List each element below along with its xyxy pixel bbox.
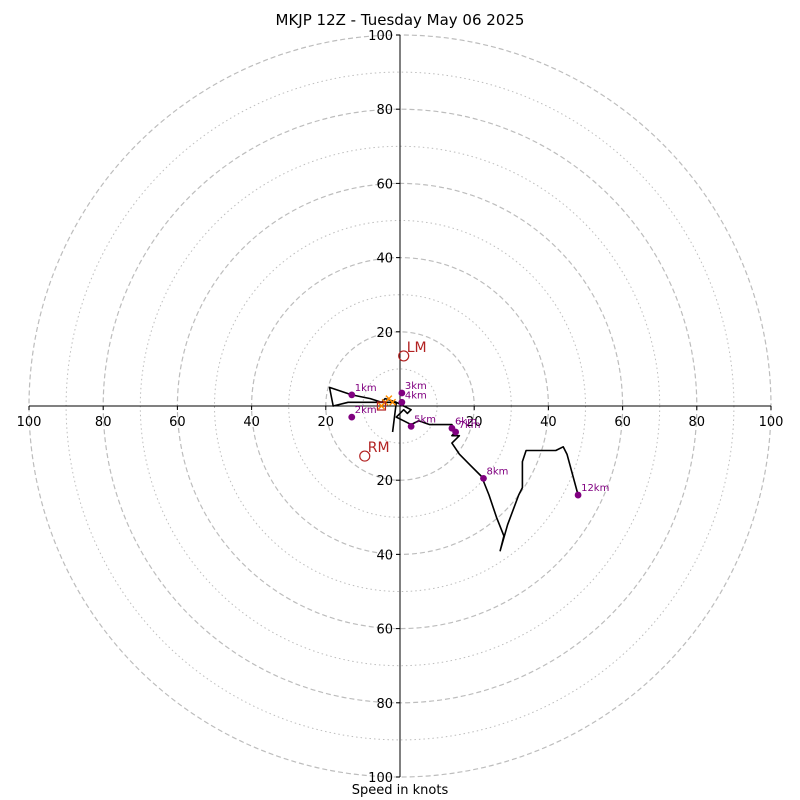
height-marker-point <box>407 423 415 430</box>
storm-motion-label: RM <box>368 440 390 456</box>
y-tick-label: 80 <box>376 697 393 712</box>
y-tick-label: 40 <box>376 548 393 563</box>
x-tick-label: 100 <box>17 415 42 430</box>
height-marker-point <box>480 474 487 482</box>
x-tick-label: 80 <box>95 415 112 430</box>
height-marker-label: 2km <box>355 405 377 416</box>
x-tick-label: 80 <box>689 415 706 430</box>
y-tick-label: 100 <box>368 29 393 44</box>
height-marker-label: 4km <box>405 390 427 401</box>
chart-title: MKJP 12Z - Tuesday May 06 2025 <box>275 11 525 29</box>
y-tick-label: 40 <box>376 252 393 267</box>
x-tick-label: 60 <box>614 415 631 430</box>
x-tick-label: 40 <box>243 415 260 430</box>
height-marker-point <box>452 428 460 436</box>
y-tick-label: 100 <box>368 771 393 786</box>
height-marker-label: 12km <box>581 483 609 494</box>
x-tick-label: 100 <box>759 415 784 430</box>
x-axis-label: Speed in knots <box>351 783 449 798</box>
x-tick-label: 60 <box>169 415 186 430</box>
height-marker-point <box>398 398 406 406</box>
y-tick-label: 20 <box>376 474 393 489</box>
storm-motion-markers: LM RM <box>359 340 427 462</box>
height-marker-label: 1km <box>355 383 377 394</box>
storm-motion-marker <box>398 350 410 362</box>
x-tick-label: 20 <box>466 415 483 430</box>
tick-labels: 100 100 80 80 60 60 40 40 20 20 20 20 40 40 60 60 80 80 10… <box>17 29 784 786</box>
height-marker-label: 6km <box>455 416 477 427</box>
height-marker-point <box>348 413 356 421</box>
y-tick-label: 60 <box>376 177 393 192</box>
mean-wind-box-marker <box>376 401 387 411</box>
height-marker-point <box>348 391 356 399</box>
y-tick-label: 60 <box>376 623 393 638</box>
y-tick-label: 80 <box>376 103 393 118</box>
height-marker-label: 8km <box>486 466 508 477</box>
mean-wind-marker <box>389 398 397 406</box>
storm-motion-label: LM <box>407 340 427 356</box>
height-marker-point <box>398 389 406 397</box>
height-marker-label: 3km <box>405 381 427 392</box>
height-marker-point <box>574 491 582 499</box>
storm-motion-marker <box>359 450 371 462</box>
x-tick-label: 20 <box>318 415 335 430</box>
height-marker-label: 7km <box>459 420 481 431</box>
height-marker-label: 5km <box>414 414 436 425</box>
y-tick-label: 20 <box>376 326 393 341</box>
x-tick-label: 40 <box>540 415 557 430</box>
